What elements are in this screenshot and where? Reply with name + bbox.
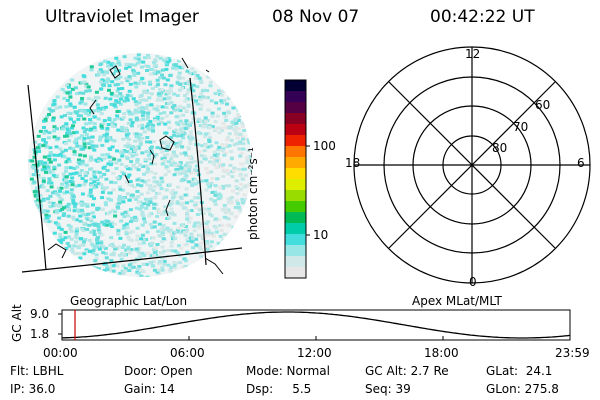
colorbar-tick-100: 100 (313, 139, 336, 153)
mlat-label-60: 60 (535, 98, 551, 112)
colorbar (284, 79, 310, 279)
observation-time: 00:42:22 UT (430, 7, 535, 27)
observation-date: 08 Nov 07 (272, 7, 360, 27)
info-door: Door: Open (124, 364, 193, 378)
altitude-ytick-top: 9.0 (30, 307, 50, 321)
geographic-label: Geographic Lat/Lon (70, 294, 188, 308)
altitude-plot (58, 309, 571, 341)
mlat-label-80: 80 (492, 141, 508, 155)
xtick-0600: 06:00 (170, 346, 205, 360)
info-filter: Flt: LBHL (10, 364, 64, 378)
info-glon: GLon: 275.8 (486, 382, 559, 396)
mlat-label-70: 70 (513, 120, 529, 134)
info-seq: Seq: 39 (365, 382, 411, 396)
apex-label: Apex MLat/MLT (412, 294, 502, 308)
mlt-label-18: 18 (345, 156, 361, 170)
colorbar-tick-10: 10 (313, 228, 329, 242)
info-ip: IP: 36.0 (10, 382, 56, 396)
geographic-grid (21, 77, 243, 273)
xtick-2359: 23:59 (555, 346, 590, 360)
xtick-0000: 00:00 (43, 346, 78, 360)
mlt-label-6: 6 (577, 156, 585, 170)
mlt-label-12: 12 (465, 47, 481, 61)
xtick-1800: 18:00 (424, 346, 459, 360)
info-dsp: Dsp: 5.5 (246, 382, 312, 396)
info-gain: Gain: 14 (124, 382, 175, 396)
geographic-image (21, 53, 252, 277)
info-glat: GLat: 24.1 (486, 364, 553, 378)
coastline-lines (47, 57, 224, 275)
altitude-ylabel: GC Alt (10, 304, 24, 342)
xtick-1200: 12:00 (297, 346, 332, 360)
instrument-title: Ultraviolet Imager (45, 7, 199, 27)
info-gc-alt: GC Alt: 2.7 Re (365, 364, 449, 378)
altitude-ytick-bottom: 1.8 (30, 327, 50, 341)
polar-grid (353, 46, 591, 284)
colorbar-unit-label: photon cm⁻²s⁻¹ (246, 147, 260, 240)
mlt-label-0: 0 (469, 275, 477, 289)
info-mode: Mode: Normal (246, 364, 330, 378)
